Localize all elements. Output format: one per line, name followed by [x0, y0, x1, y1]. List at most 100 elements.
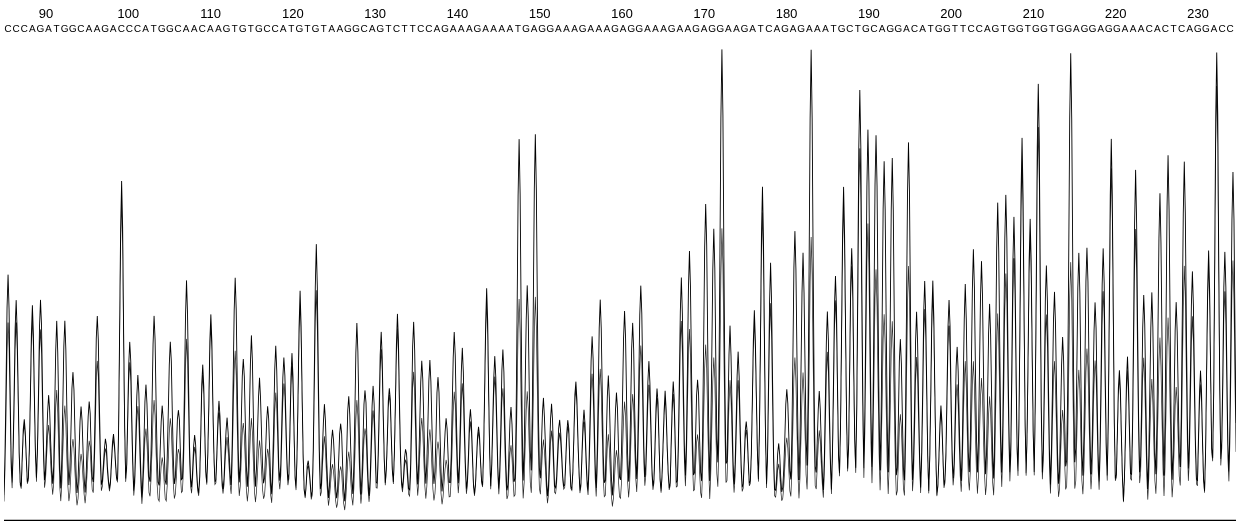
sequence-base: C: [1145, 24, 1153, 35]
sequence-base: G: [886, 24, 894, 35]
tick-label: 110: [200, 6, 221, 21]
sequence-base: C: [846, 24, 854, 35]
sequence-base: C: [393, 24, 401, 35]
sequence-base: T: [303, 24, 311, 35]
sequence-base: G: [894, 24, 902, 35]
sequence-base: T: [247, 24, 255, 35]
sequence-base: A: [328, 24, 336, 35]
sequence-base: G: [781, 24, 789, 35]
sequence-base: T: [401, 24, 409, 35]
sequence-base: A: [1129, 24, 1137, 35]
sequence-base: G: [546, 24, 554, 35]
tick-label: 120: [282, 6, 304, 21]
tick-label: 90: [39, 6, 53, 21]
sequence-base: C: [417, 24, 425, 35]
sequence-base: C: [967, 24, 975, 35]
sequence-base: C: [12, 24, 20, 35]
sequence-base: A: [85, 24, 93, 35]
sequence-base: G: [36, 24, 44, 35]
sequence-base: A: [506, 24, 514, 35]
sequence-base: A: [1121, 24, 1129, 35]
sequence-base: G: [473, 24, 481, 35]
sequence-base: G: [312, 24, 320, 35]
sequence-base: A: [732, 24, 740, 35]
sequence-base: G: [344, 24, 352, 35]
sequence-base: G: [692, 24, 700, 35]
sequence-base: G: [376, 24, 384, 35]
tick-label: 150: [529, 6, 551, 21]
sequence-base: C: [77, 24, 85, 35]
sequence-base: C: [1178, 24, 1186, 35]
sequence-base: A: [109, 24, 117, 35]
sequence-base: A: [498, 24, 506, 35]
sequence-base: A: [214, 24, 222, 35]
sequence-base: C: [263, 24, 271, 35]
sequence-base: A: [562, 24, 570, 35]
sequence-base: T: [231, 24, 239, 35]
sequence-base: C: [1218, 24, 1226, 35]
sequence-base: C: [360, 24, 368, 35]
sequence-base: G: [1056, 24, 1064, 35]
sequence-base: A: [44, 24, 52, 35]
tick-label: 100: [117, 6, 139, 21]
sequence-base: A: [368, 24, 376, 35]
sequence-base: T: [384, 24, 392, 35]
sequence-base: C: [125, 24, 133, 35]
sequence-base: C: [911, 24, 919, 35]
sequence-base: C: [975, 24, 983, 35]
tick-label: 200: [940, 6, 962, 21]
tick-label: 220: [1105, 6, 1127, 21]
tick-label: 180: [776, 6, 798, 21]
sequence-base: C: [1161, 24, 1169, 35]
sequence-base: A: [749, 24, 757, 35]
sequence-base: G: [441, 24, 449, 35]
sequence-base: G: [158, 24, 166, 35]
sequence-base: G: [943, 24, 951, 35]
sequence-base: A: [919, 24, 927, 35]
sequence-base: G: [611, 24, 619, 35]
sequence-base: A: [465, 24, 473, 35]
sequence-base: G: [635, 24, 643, 35]
sequence-base: A: [595, 24, 603, 35]
sequence-base: C: [117, 24, 125, 35]
sequence-base: G: [538, 24, 546, 35]
sequence-base: G: [716, 24, 724, 35]
sequence-base: C: [198, 24, 206, 35]
sequence-base: A: [983, 24, 991, 35]
sequence-base: A: [700, 24, 708, 35]
tick-label: 140: [447, 6, 469, 21]
tick-label: 230: [1187, 6, 1209, 21]
sequence-base: C: [1226, 24, 1234, 35]
sequence-base: A: [619, 24, 627, 35]
sequence-base: C: [4, 24, 12, 35]
sequence-base: C: [174, 24, 182, 35]
sequence-base: A: [805, 24, 813, 35]
tick-label: 170: [693, 6, 715, 21]
sequence-base: A: [821, 24, 829, 35]
sequence-base: G: [1113, 24, 1121, 35]
sequence-base: G: [69, 24, 77, 35]
position-ticks: 9010011012013014015016017018019020021022…: [0, 6, 1240, 24]
sequence-base: A: [587, 24, 595, 35]
sequence-base: A: [902, 24, 910, 35]
sequence-base: G: [1089, 24, 1097, 35]
sequence-base: T: [287, 24, 295, 35]
sequence-base: T: [830, 24, 838, 35]
sequence-base: G: [668, 24, 676, 35]
sequence-base: A: [1210, 24, 1218, 35]
sequence-base: G: [708, 24, 716, 35]
sequence-base: A: [554, 24, 562, 35]
sequence-base: A: [660, 24, 668, 35]
sequence-base: T: [409, 24, 417, 35]
sequence-base: A: [433, 24, 441, 35]
sequence-base: A: [1137, 24, 1145, 35]
sequence-base: C: [271, 24, 279, 35]
sequence-base: A: [789, 24, 797, 35]
sequence-base: A: [571, 24, 579, 35]
sequence-base: T: [1000, 24, 1008, 35]
tick-label: 130: [364, 6, 386, 21]
sequence-base: T: [320, 24, 328, 35]
tick-label: 210: [1023, 6, 1045, 21]
sequence-base: C: [425, 24, 433, 35]
sequence-base: A: [490, 24, 498, 35]
